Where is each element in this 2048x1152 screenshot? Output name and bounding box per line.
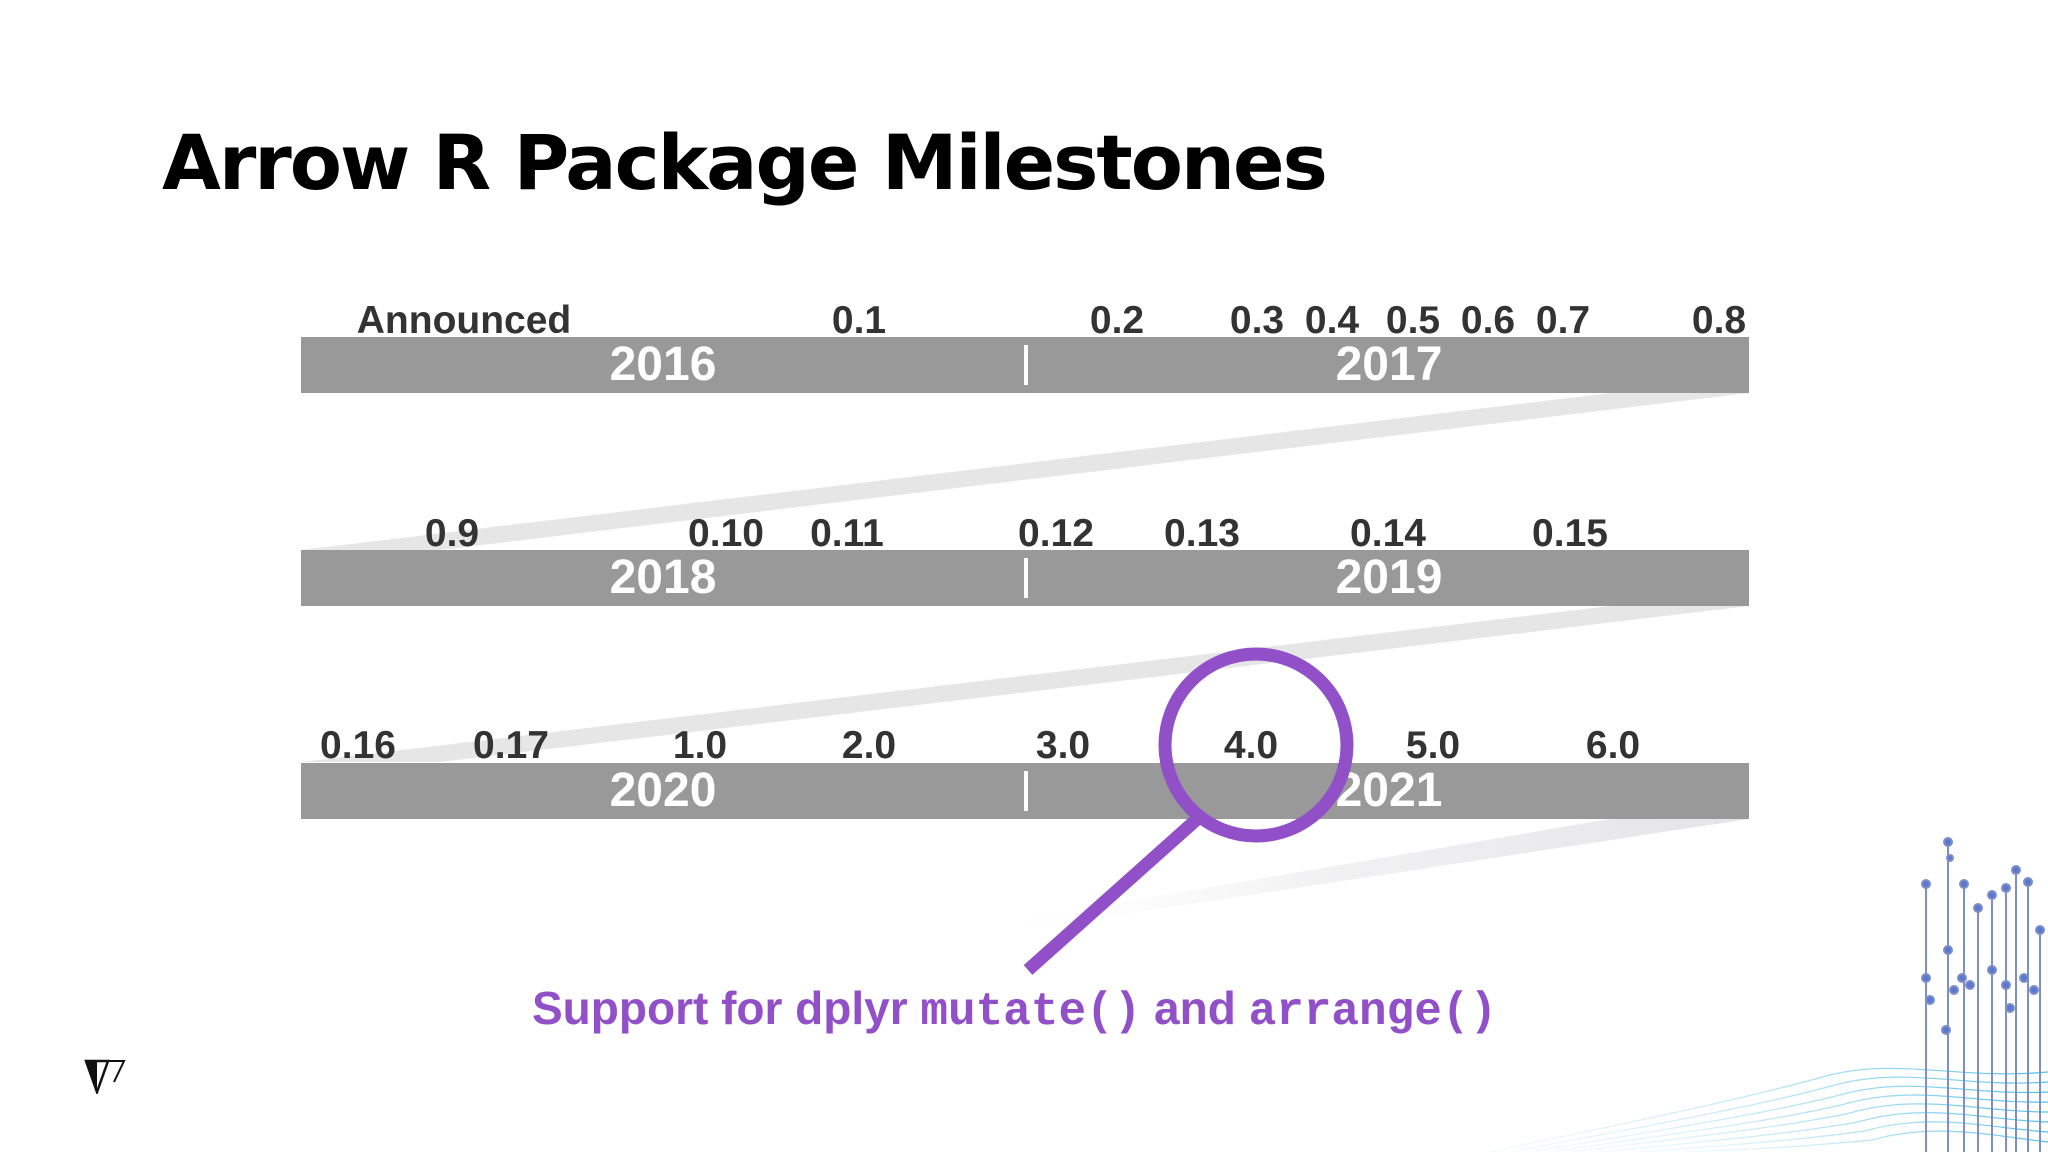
highlight-caption: Support for dplyr mutate() and arrange() [532, 985, 1497, 1035]
milestone-label: 0.9 [424, 512, 480, 555]
slide-title: Arrow R Package Milestones [162, 118, 1328, 207]
voltron-data-logo [84, 1059, 126, 1094]
milestone-label: 0.1 [831, 299, 887, 342]
wrap-band-1 [301, 393, 1749, 550]
milestone-label: 0.10 [688, 512, 764, 555]
milestone-label: 0.3 [1229, 299, 1285, 342]
year-label: 2017 [1335, 338, 1443, 391]
milestone-label: 0.7 [1535, 299, 1591, 342]
caption-code-mutate: mutate() [920, 986, 1142, 1038]
milestone-label: 0.8 [1691, 299, 1747, 342]
wrap-band-2 [301, 606, 1749, 762]
year-divider [1024, 771, 1028, 811]
milestone-label: 5.0 [1405, 724, 1461, 767]
year-divider [1024, 558, 1028, 598]
timeline-bar: 2016 2017 [301, 337, 1749, 393]
milestone-label: 0.12 [1018, 512, 1094, 555]
milestone-label-highlighted: 4.0 [1223, 724, 1279, 767]
milestone-label: 0.4 [1304, 299, 1360, 342]
year-label: 2019 [1335, 551, 1443, 604]
milestone-label: Announced [356, 299, 572, 342]
year-label: 2021 [1335, 764, 1443, 817]
year-divider [1024, 345, 1028, 385]
timeline-bar: 2018 2019 [301, 550, 1749, 606]
milestone-label: 0.5 [1385, 299, 1441, 342]
milestone-label: 0.2 [1089, 299, 1145, 342]
circuit-lines-decoration [1921, 837, 2045, 1152]
milestone-label: 2.0 [841, 724, 897, 767]
milestone-label: 0.13 [1164, 512, 1240, 555]
milestone-label: 0.16 [320, 724, 396, 767]
milestone-label: 0.11 [810, 512, 884, 555]
year-label: 2016 [609, 338, 717, 391]
wrap-band-3 [960, 819, 1749, 930]
milestone-label: 6.0 [1585, 724, 1641, 767]
wave-decoration [1489, 1067, 2048, 1152]
milestone-label: 0.15 [1532, 512, 1608, 555]
caption-text: Support for dplyr [532, 982, 921, 1034]
caption-code-arrange: arrange() [1248, 986, 1498, 1038]
milestone-label: 3.0 [1035, 724, 1091, 767]
milestone-label: 0.14 [1350, 512, 1426, 555]
caption-text: and [1141, 982, 1249, 1034]
milestone-label: 1.0 [672, 724, 728, 767]
timeline-bar: 2020 2021 [301, 763, 1749, 819]
year-label: 2020 [609, 764, 717, 817]
milestone-label: 0.17 [473, 724, 549, 767]
year-label: 2018 [609, 551, 717, 604]
milestone-label: 0.6 [1460, 299, 1516, 342]
